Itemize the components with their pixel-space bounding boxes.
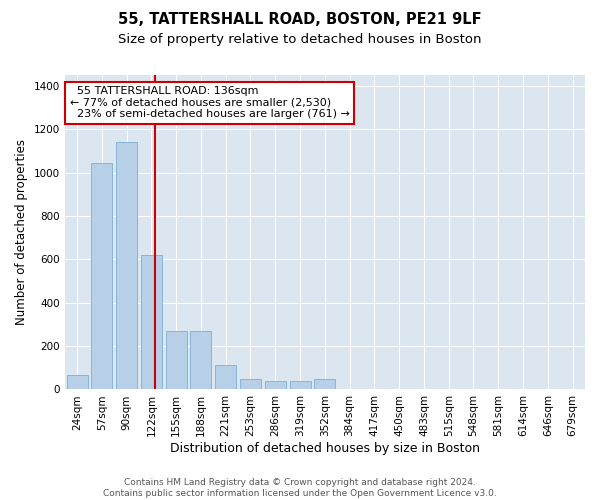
Bar [141, 255, 162, 390]
Y-axis label: Number of detached properties: Number of detached properties [15, 139, 28, 325]
Bar [91, 163, 112, 390]
Bar [314, 378, 335, 390]
Bar [166, 331, 187, 390]
Bar [215, 364, 236, 390]
Text: Contains HM Land Registry data © Crown copyright and database right 2024.
Contai: Contains HM Land Registry data © Crown c… [103, 478, 497, 498]
Bar [67, 376, 88, 390]
Text: 55 TATTERSHALL ROAD: 136sqm
← 77% of detached houses are smaller (2,530)
  23% o: 55 TATTERSHALL ROAD: 136sqm ← 77% of det… [70, 86, 350, 119]
Bar [240, 378, 261, 390]
Text: 55, TATTERSHALL ROAD, BOSTON, PE21 9LF: 55, TATTERSHALL ROAD, BOSTON, PE21 9LF [118, 12, 482, 28]
Text: Size of property relative to detached houses in Boston: Size of property relative to detached ho… [118, 32, 482, 46]
X-axis label: Distribution of detached houses by size in Boston: Distribution of detached houses by size … [170, 442, 480, 455]
Bar [190, 331, 211, 390]
Bar [116, 142, 137, 390]
Bar [290, 381, 311, 390]
Bar [265, 381, 286, 390]
